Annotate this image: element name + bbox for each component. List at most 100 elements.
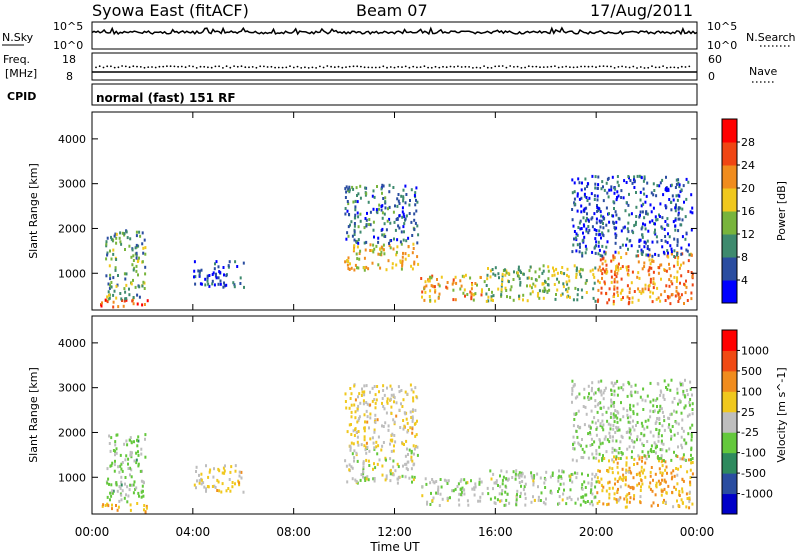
heatmap-cell [489,469,492,473]
heatmap-cell [648,266,651,270]
heatmap-cell [114,268,117,272]
heatmap-cell [654,252,657,256]
heatmap-cell [357,418,360,422]
heatmap-cell [611,401,614,405]
heatmap-cell [397,385,400,389]
heatmap-cell [616,379,619,383]
heatmap-cell [412,478,415,482]
heatmap-cell [364,186,367,190]
heatmap-cell [234,464,237,468]
heatmap-cell [109,277,112,281]
heatmap-cell [106,495,109,499]
heatmap-cell [112,252,115,256]
heatmap-cell [639,438,642,442]
nave-dot [121,65,123,67]
heatmap-cell [610,388,612,392]
heatmap-cell [608,496,611,500]
heatmap-cell [239,276,242,280]
heatmap-cell [524,492,527,496]
heatmap-cell [198,273,201,277]
heatmap-cell [595,221,598,225]
heatmap-cell [129,483,132,487]
heatmap-cell [452,278,455,282]
heatmap-cell [402,398,405,402]
heatmap-cell [242,490,245,494]
heatmap-cell [575,429,578,433]
heatmap-cell [113,463,116,467]
heatmap-cell [660,456,663,460]
heatmap-cell [112,293,115,297]
heatmap-cell [629,496,632,500]
heatmap-cell [616,489,619,493]
heatmap-cell [144,272,147,276]
heatmap-cell [678,183,681,187]
heatmap-cell [608,298,611,302]
heatmap-cell [369,403,372,407]
heatmap-cell [592,273,595,277]
heatmap-cell [143,238,146,242]
heatmap-cell [501,489,504,492]
heatmap-cell [530,277,533,281]
heatmap-cell [386,397,389,401]
heatmap-cell [366,211,368,215]
heatmap-cell [628,382,631,386]
heatmap-cell [686,470,689,474]
nave-dot [434,65,437,68]
heatmap-cell [670,435,673,438]
heatmap-cell [115,483,118,487]
heatmap-cell [622,383,625,387]
heatmap-cell [608,188,611,192]
heatmap-cell [643,261,646,265]
heatmap-cell [571,400,573,404]
heatmap-cell [232,281,235,285]
heatmap-cell [474,282,477,285]
heatmap-cell [645,212,648,216]
heatmap-cell [508,501,511,505]
heatmap-cell [646,440,649,443]
heatmap-cell [121,469,124,473]
heatmap-cell [665,187,668,190]
heatmap-cell [626,284,629,288]
heatmap-cell [598,469,601,473]
heatmap-cell [670,183,673,187]
heatmap-cell [136,293,139,297]
heatmap-cell [602,428,605,432]
heatmap-cell [431,499,434,503]
heatmap-cell [377,240,380,244]
heatmap-cell [634,390,637,394]
heatmap-cell [608,459,610,463]
heatmap-cell [204,277,207,281]
heatmap-cell [381,183,384,187]
heatmap-cell [631,181,634,185]
heatmap-cell [654,215,657,219]
y-tick-label: 3000 [58,178,86,191]
heatmap-cell [657,479,660,483]
heatmap-cell [680,246,683,250]
heatmap-cell [368,426,370,430]
heatmap-cell [108,296,111,300]
heatmap-cell [597,268,600,272]
heatmap-cell [459,487,462,491]
heatmap-cell [366,415,369,419]
heatmap-cell [558,501,561,505]
heatmap-cell [411,267,414,271]
freq-right-tick-top: 60 [708,53,722,66]
heatmap-cell [585,229,588,233]
heatmap-cell [227,487,230,490]
heatmap-cell [368,223,371,226]
heatmap-cell [685,177,688,181]
heatmap-cell [406,447,408,451]
heatmap-cell [385,411,388,415]
heatmap-cell [373,477,376,480]
heatmap-cell [384,478,387,482]
heatmap-cell [594,186,597,190]
heatmap-cell [637,454,640,458]
heatmap-cell [434,289,437,292]
heatmap-cell [630,394,633,398]
heatmap-cell [616,196,619,199]
heatmap-cell [679,281,681,285]
heatmap-cell [100,304,103,308]
heatmap-cell [363,256,366,260]
heatmap-cell [595,456,598,460]
heatmap-cell [382,384,385,388]
